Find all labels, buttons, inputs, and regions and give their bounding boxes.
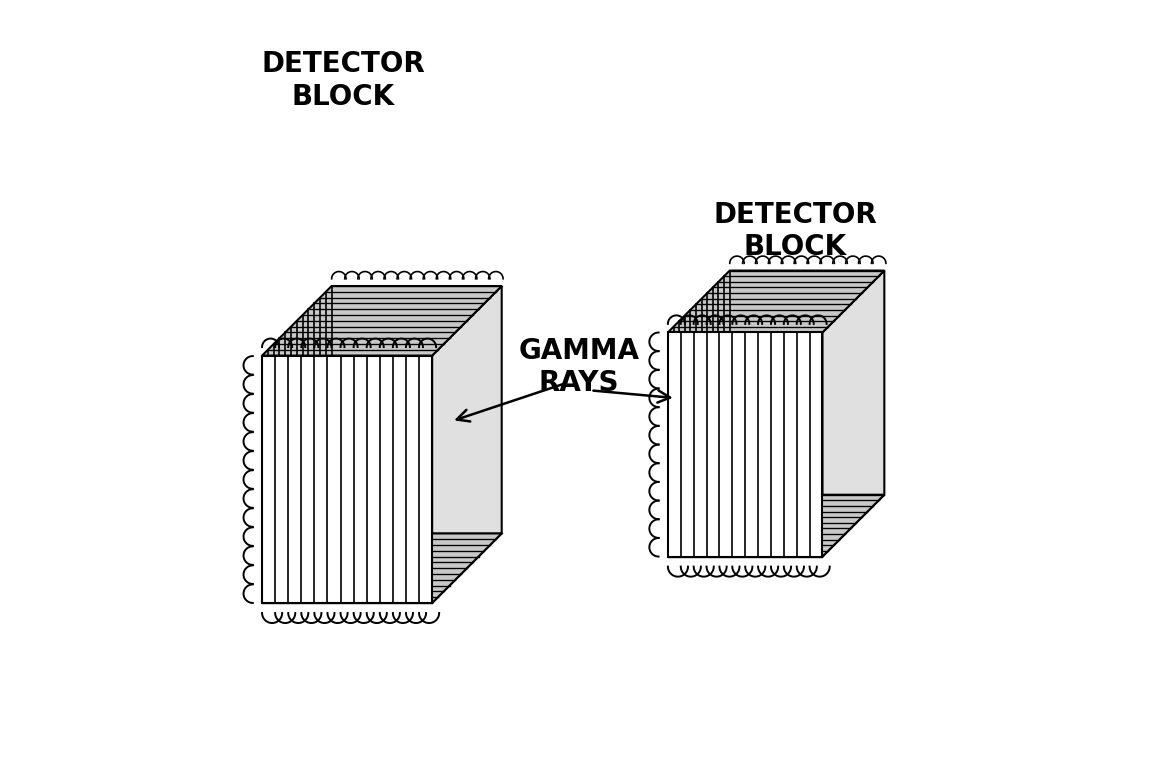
Text: DETECTOR
BLOCK: DETECTOR BLOCK xyxy=(262,50,425,111)
Polygon shape xyxy=(262,356,432,603)
Polygon shape xyxy=(262,286,501,356)
Polygon shape xyxy=(668,271,885,332)
Polygon shape xyxy=(432,286,501,603)
Polygon shape xyxy=(668,495,885,557)
Polygon shape xyxy=(262,533,501,603)
Text: DETECTOR
BLOCK: DETECTOR BLOCK xyxy=(713,201,878,261)
Polygon shape xyxy=(668,332,822,557)
Text: GAMMA
RAYS: GAMMA RAYS xyxy=(519,337,639,397)
Polygon shape xyxy=(822,271,885,557)
